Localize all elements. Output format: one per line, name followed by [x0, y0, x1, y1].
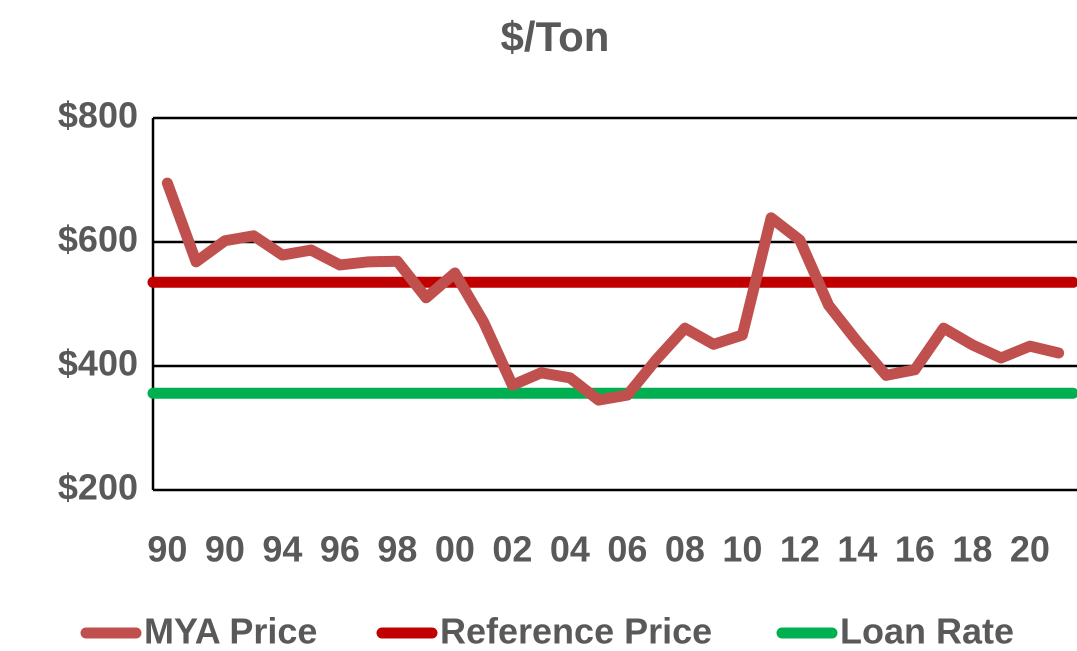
x-tick-label: 06 [607, 529, 647, 570]
chart-title: $/Ton [501, 13, 610, 60]
x-tick-label: 00 [435, 529, 475, 570]
legend-label: MYA Price [144, 611, 317, 651]
legend-label: Reference Price [440, 611, 712, 651]
x-tick-label: 98 [377, 529, 417, 570]
x-tick-label: 20 [1010, 529, 1050, 570]
x-tick-label: 18 [952, 529, 992, 570]
series-line [161, 177, 1065, 406]
y-tick-label: $400 [58, 343, 138, 384]
y-tick-label: $600 [58, 219, 138, 260]
x-tick-label: 90 [205, 529, 245, 570]
y-tick-label: $800 [58, 95, 138, 136]
x-tick-label: 14 [837, 529, 877, 570]
x-tick-label: 12 [780, 529, 820, 570]
x-tick-label: 16 [895, 529, 935, 570]
x-tick-label: 04 [550, 529, 590, 570]
y-tick-label: $200 [58, 467, 138, 508]
x-tick-label: 94 [262, 529, 302, 570]
x-tick-label: 02 [492, 529, 532, 570]
x-tick-label: 08 [665, 529, 705, 570]
x-tick-label: 96 [320, 529, 360, 570]
x-tick-label: 10 [722, 529, 762, 570]
x-tick-label: 90 [147, 529, 187, 570]
legend-label: Loan Rate [840, 611, 1014, 651]
